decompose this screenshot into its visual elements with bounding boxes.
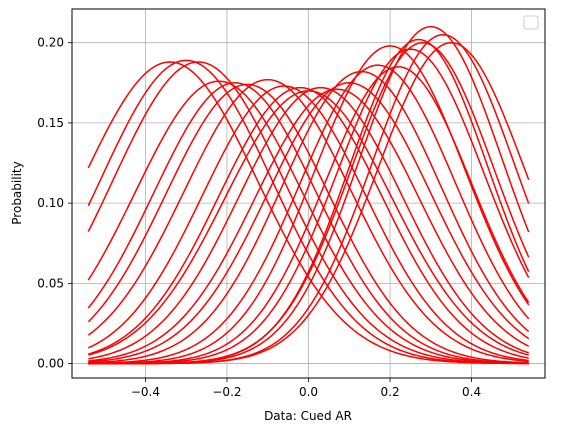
- series-line: [87, 85, 529, 362]
- series-line: [87, 78, 529, 363]
- y-tick-label: 0.20: [37, 36, 64, 50]
- series-line: [88, 70, 530, 364]
- series-curves: [87, 25, 530, 365]
- series-line: [88, 86, 529, 359]
- y-axis-ticks: 0.00 0.05 0.10 0.15 0.20: [37, 36, 72, 371]
- x-tick-label: 0.4: [462, 385, 481, 399]
- x-tick-label: 0.2: [381, 385, 400, 399]
- y-tick-label: 0.00: [37, 357, 64, 371]
- series-line: [88, 38, 530, 365]
- y-tick-label: 0.05: [37, 276, 64, 290]
- legend-box: [523, 15, 539, 30]
- series-line: [87, 82, 529, 364]
- x-tick-label: −0.4: [131, 385, 160, 399]
- x-tick-label: 0.0: [299, 385, 318, 399]
- series-line: [87, 80, 529, 365]
- series-line: [88, 86, 529, 360]
- x-axis-label: Data: Cued AR: [264, 409, 352, 423]
- plot-area: [87, 25, 530, 365]
- series-line: [87, 83, 529, 364]
- series-line: [88, 88, 530, 362]
- series-line: [87, 61, 529, 365]
- y-tick-label: 0.10: [37, 196, 64, 210]
- y-axis-label: Probability: [10, 161, 24, 224]
- series-line: [88, 82, 530, 363]
- series-line: [88, 64, 530, 365]
- x-tick-label: −0.2: [212, 385, 241, 399]
- x-axis-ticks: −0.4 −0.2 0.0 0.2 0.4: [131, 378, 481, 399]
- series-line: [87, 59, 529, 365]
- y-tick-label: 0.15: [37, 116, 64, 130]
